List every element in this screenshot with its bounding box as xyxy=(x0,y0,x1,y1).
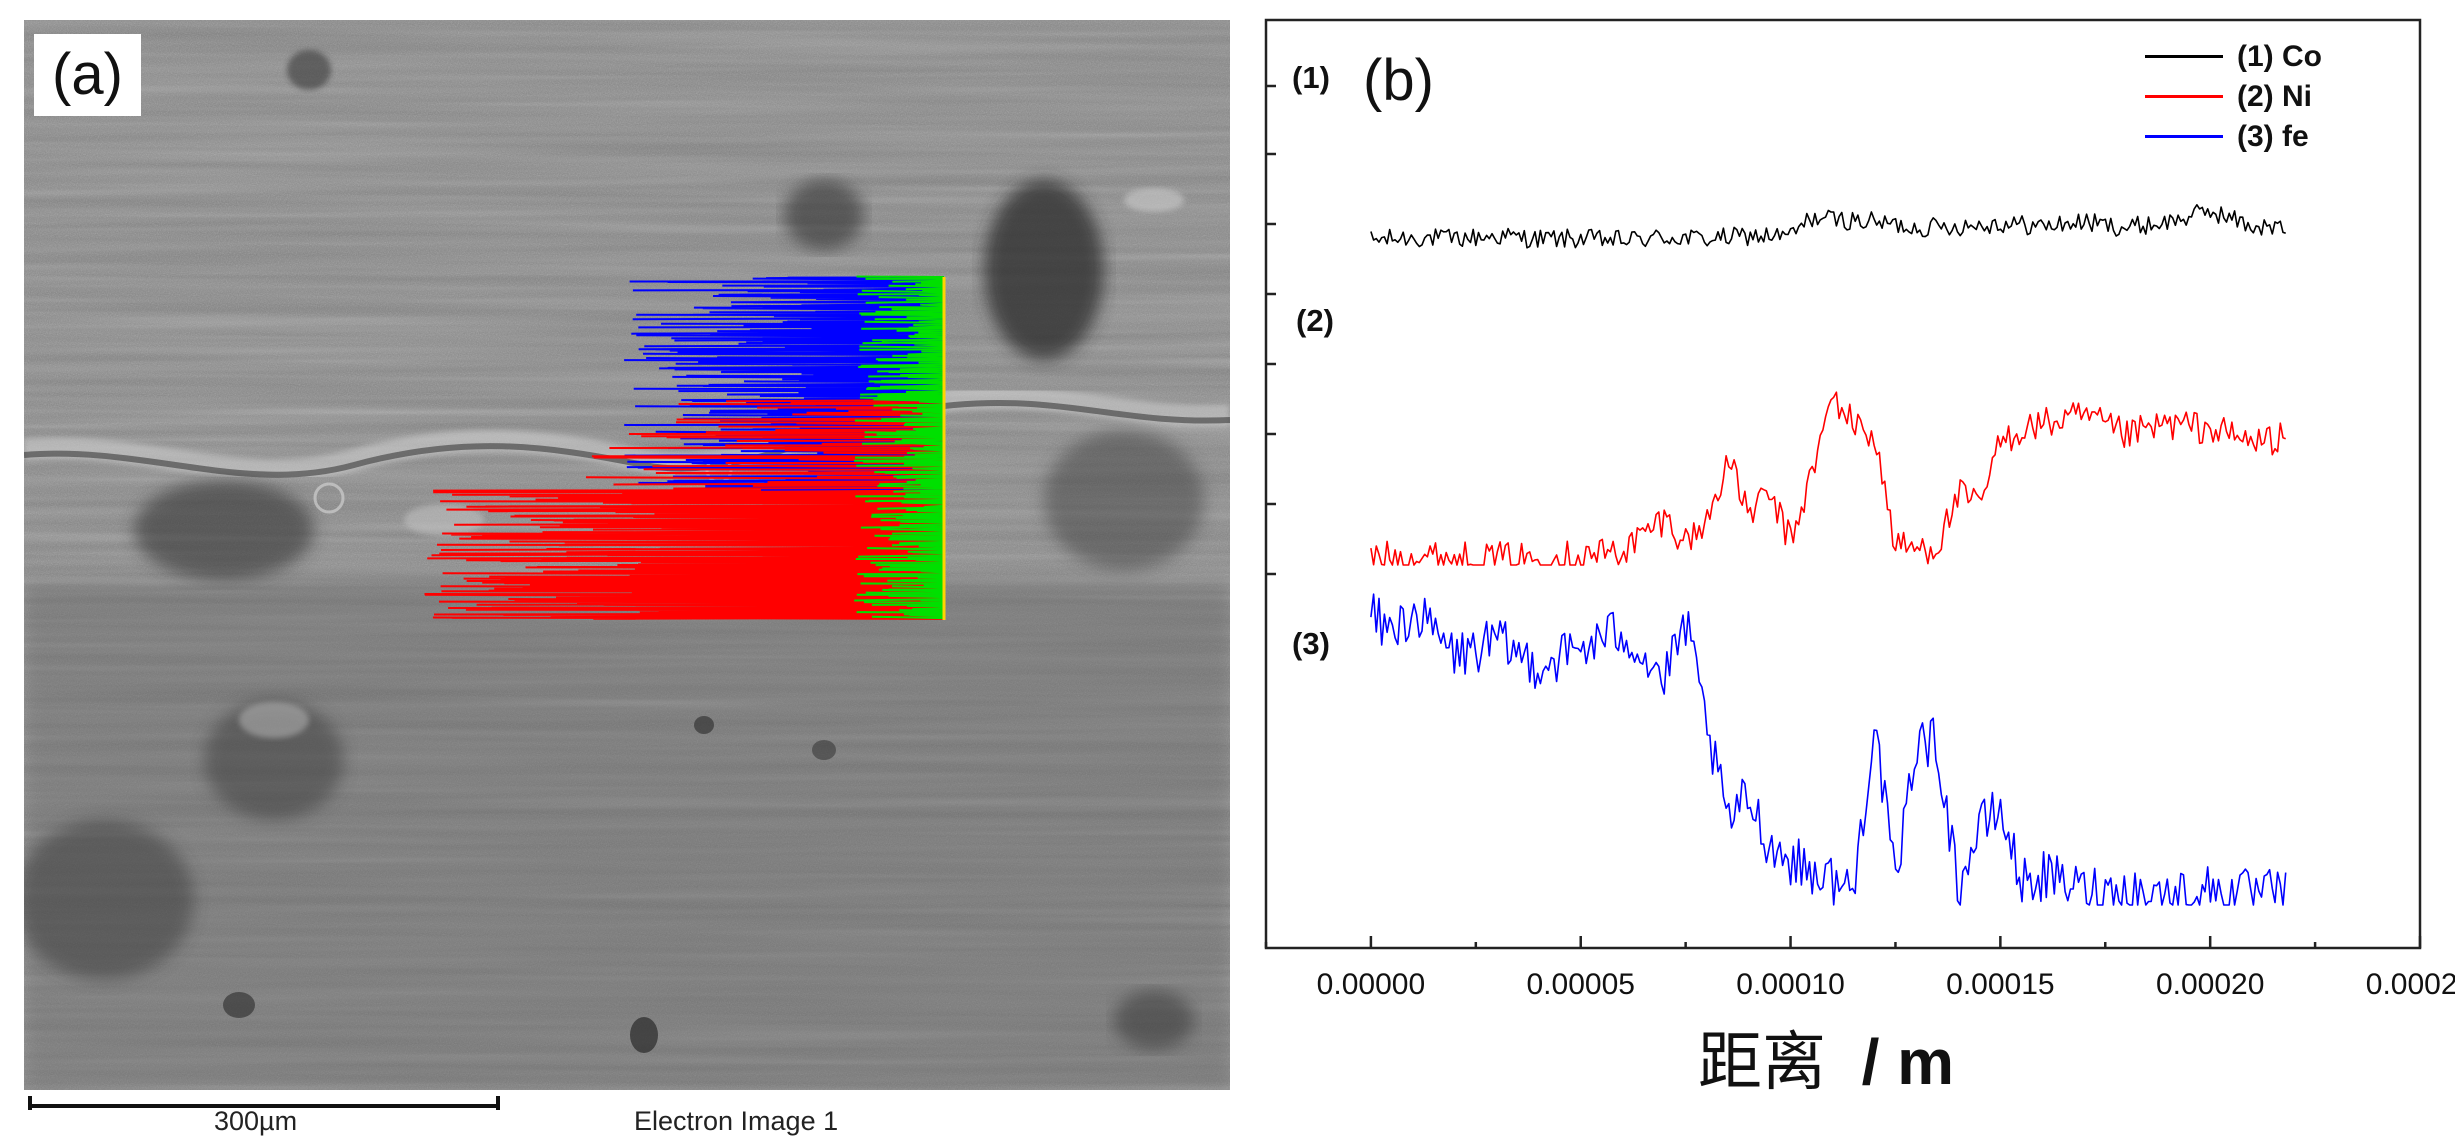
legend-text-co: (1) Co xyxy=(2237,40,2322,73)
image-caption: Electron Image 1 xyxy=(634,1106,839,1136)
series-line-co xyxy=(1370,204,2286,249)
series-line-fe xyxy=(1370,593,2287,906)
overlay-co-spikes xyxy=(854,275,945,620)
series-label-2: (2) xyxy=(1296,303,1334,338)
legend-item-fe: (3) fe xyxy=(2145,118,2445,158)
legend-item-co: (1) Co xyxy=(2145,38,2445,78)
legend-swatch-co xyxy=(2145,55,2223,58)
series-label-3: (3) xyxy=(1292,626,1330,661)
linescan-chart-panel: (b) (1) (2) (3) (1) Co (2) Ni (3) fe 0.0… xyxy=(1240,0,2455,1145)
scale-bar-text: 300µm xyxy=(214,1106,298,1136)
x-tick-label: 0.00025 xyxy=(2365,968,2455,1001)
x-tick-label: 0.00000 xyxy=(1316,968,1426,1001)
x-axis-title-unit: / m xyxy=(1861,1026,1955,1098)
panel-b-label: (b) xyxy=(1363,48,1434,113)
overlay-ni-spikes-upper xyxy=(585,399,945,490)
x-tick-label: 0.00015 xyxy=(1946,968,2055,1001)
legend-swatch-ni xyxy=(2145,95,2223,98)
x-axis-ticks xyxy=(1264,936,2422,948)
sem-footer: 300µm Electron Image 1 xyxy=(24,1090,1230,1145)
scale-bar xyxy=(28,1096,500,1110)
legend-text-fe: (3) fe xyxy=(2237,120,2309,153)
series-label-1: (1) xyxy=(1292,60,1330,95)
sem-micrograph xyxy=(24,20,1230,1090)
x-tick-label: 0.00005 xyxy=(1526,968,1635,1001)
sem-image-panel: (a) xyxy=(24,20,1230,1090)
series-lines xyxy=(1370,204,2287,906)
linescan-chart xyxy=(1264,18,2422,950)
overlay-ni-spikes xyxy=(424,489,945,620)
legend: (1) Co (2) Ni (3) fe xyxy=(2145,38,2445,158)
x-axis-title-main: 距离 xyxy=(1698,1026,1826,1098)
legend-text-ni: (2) Ni xyxy=(2237,80,2312,113)
x-axis-title: 距离 / m xyxy=(1698,1030,1954,1094)
x-tick-label: 0.00010 xyxy=(1736,968,1845,1001)
x-tick-labels: 0.00000 0.00005 0.00010 0.00015 0.00020 … xyxy=(1240,0,2455,1145)
panel-a-label: (a) xyxy=(34,34,141,116)
eds-linescan-overlay xyxy=(424,275,946,620)
legend-item-ni: (2) Ni xyxy=(2145,78,2445,118)
plot-frame xyxy=(1264,18,2422,950)
y-axis-ticks xyxy=(1266,84,1276,576)
series-line-ni xyxy=(1370,391,2286,566)
x-tick-label: 0.00020 xyxy=(2155,968,2265,1001)
legend-swatch-fe xyxy=(2145,135,2223,138)
